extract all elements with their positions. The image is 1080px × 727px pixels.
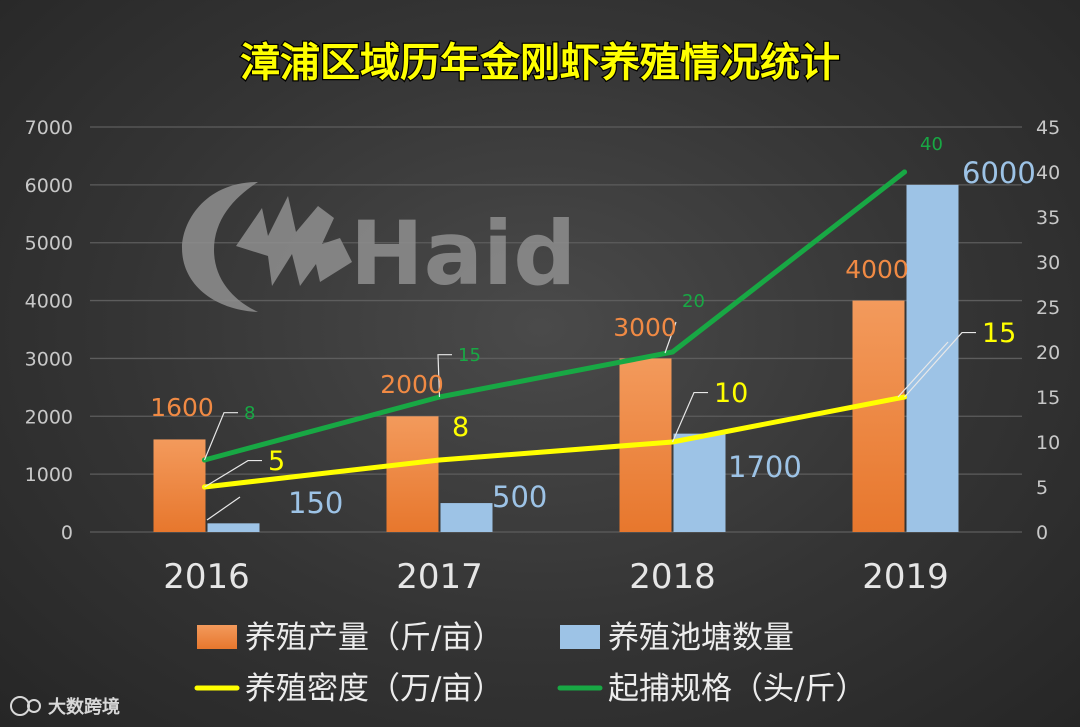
bar-production	[386, 416, 439, 532]
y-left-tick-label: 0	[61, 522, 73, 544]
leader-line	[904, 331, 976, 398]
legend-label-catch-size: 起捕规格（头/斤）	[608, 671, 866, 707]
data-label-production: 1600	[150, 393, 214, 422]
y-right-tick-label: 20	[1036, 342, 1060, 364]
bar-pond-count	[440, 503, 493, 532]
point-catch-size	[902, 169, 907, 175]
data-label-pond-count: 6000	[962, 156, 1036, 190]
data-label-production: 2000	[380, 370, 444, 399]
data-labels: 1600 2000 3000 4000 150 500 1700 6000 5 8 10 15 8 15 2…	[150, 134, 1036, 520]
data-label-pond-count: 500	[492, 480, 547, 514]
data-label-catch-size: 15	[458, 345, 481, 366]
y-right-tick-label: 45	[1036, 117, 1060, 139]
y-left-tick-label: 4000	[25, 291, 73, 313]
y-right-tick-label: 35	[1036, 207, 1060, 229]
y-left-tick-label: 3000	[25, 348, 73, 370]
line-density	[202, 394, 907, 490]
legend-label-density: 养殖密度（万/亩）	[245, 671, 503, 707]
leader-line	[897, 341, 949, 398]
data-label-density: 15	[982, 318, 1016, 349]
data-label-density: 10	[714, 378, 748, 409]
brand-logo-dot-icon	[27, 699, 41, 713]
legend-label-production: 养殖产量（斤/亩）	[245, 620, 503, 656]
watermark-stroke-icon	[236, 196, 352, 286]
bars	[153, 184, 959, 532]
data-label-catch-size: 40	[920, 134, 943, 155]
bar-pond-count	[207, 523, 260, 532]
leader-line	[437, 354, 452, 398]
data-label-density: 5	[268, 446, 285, 477]
y-right-tick-label: 40	[1036, 162, 1060, 184]
bar-production	[852, 300, 905, 532]
y-right-tick-label: 10	[1036, 432, 1060, 454]
x-category-label: 2019	[862, 557, 949, 597]
y-left-tick-label: 6000	[25, 175, 73, 197]
point-catch-size	[670, 349, 675, 355]
y-right-tick-label: 5	[1036, 477, 1048, 499]
legend-swatch-pond-count	[560, 625, 600, 649]
point-density	[437, 457, 442, 463]
axes: 0 1000 2000 3000 4000 5000 6000 7000 0 5 10 15 20 25 3…	[25, 117, 1061, 597]
haid-watermark: Haid	[182, 182, 576, 312]
leader-line	[203, 412, 238, 461]
data-label-density: 8	[452, 412, 469, 443]
watermark-text: Haid	[350, 202, 576, 305]
x-category-label: 2018	[629, 557, 716, 597]
brand-logo-icon	[10, 696, 30, 716]
data-label-catch-size: 20	[682, 291, 705, 312]
x-category-label: 2017	[396, 557, 483, 597]
leader-line	[204, 459, 262, 488]
data-label-production: 4000	[845, 255, 909, 284]
y-right-tick-label: 0	[1036, 522, 1048, 544]
y-left-tick-label: 1000	[25, 464, 73, 486]
legend-label-pond-count: 养殖池塘数量	[608, 620, 794, 656]
footer-brand: 大数跨境	[10, 696, 120, 718]
y-left-tick-label: 5000	[25, 233, 73, 255]
data-label-production: 3000	[613, 313, 677, 342]
data-label-pond-count: 150	[288, 486, 343, 520]
legend-swatch-production	[197, 625, 237, 649]
line-catch-size	[202, 169, 907, 463]
label-leaders	[203, 321, 976, 521]
data-label-catch-size: 8	[244, 403, 255, 424]
x-category-label: 2016	[163, 557, 250, 597]
chart-title: 漳浦区域历年金刚虾养殖情况统计	[240, 40, 840, 86]
bar-production	[153, 439, 206, 532]
footer-brand-text: 大数跨境	[48, 696, 120, 718]
y-left-tick-label: 2000	[25, 406, 73, 428]
y-left-tick-label: 7000	[25, 117, 73, 139]
watermark-logo-icon	[182, 182, 258, 312]
y-right-tick-label: 15	[1036, 387, 1060, 409]
leader-line	[671, 391, 708, 443]
y-right-tick-label: 25	[1036, 297, 1060, 319]
bar-pond-count	[673, 433, 726, 532]
data-label-pond-count: 1700	[728, 450, 802, 484]
leader-line	[206, 496, 241, 521]
y-right-tick-label: 30	[1036, 252, 1060, 274]
leader-line	[664, 321, 677, 354]
